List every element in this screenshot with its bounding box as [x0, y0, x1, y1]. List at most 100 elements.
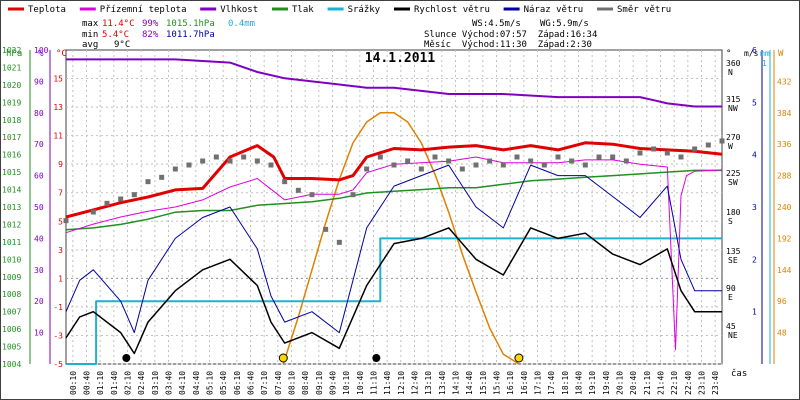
wind-axis-label: m/s — [744, 49, 759, 58]
x-tick-label: 15:10 — [479, 371, 488, 395]
pressure-tick: 1016 — [2, 151, 21, 160]
pressure-tick: 1011 — [2, 238, 21, 247]
x-tick-label: 00:40 — [83, 371, 92, 395]
humidity-tick: 90 — [34, 77, 44, 86]
stat-max-temp: 11.4°C — [102, 19, 135, 29]
stat-wind-gust: WG:5.9m/s — [540, 19, 589, 29]
x-tick-label: 23:40 — [711, 371, 720, 395]
solar-tick: 336 — [777, 140, 792, 149]
pressure-tick: 1012 — [2, 220, 21, 229]
humidity-tick: 80 — [34, 109, 44, 118]
pressure-tick: 1013 — [2, 203, 21, 212]
humidity-tick: 50 — [34, 203, 44, 212]
wind-direction-point — [569, 158, 575, 164]
humidity-tick: 20 — [34, 297, 44, 306]
stat-min-press: 1011.7hPa — [166, 30, 215, 40]
stat-avg-label: avg — [82, 40, 98, 50]
wind-direction-point — [90, 209, 96, 215]
legend-label: Teplota — [28, 5, 66, 15]
legend-label: Srážky — [348, 5, 381, 15]
pressure-tick: 1018 — [2, 116, 21, 125]
wind-tick: 1 — [752, 308, 757, 317]
x-tick-label: 08:10 — [288, 371, 297, 395]
wind-direction-point — [692, 146, 698, 152]
x-tick-label: 06:10 — [233, 371, 242, 395]
wind-direction-point — [309, 192, 315, 198]
x-tick-label: 03:40 — [165, 371, 174, 395]
x-tick-label: 18:10 — [561, 371, 570, 395]
x-tick-label: 11:10 — [370, 371, 379, 395]
x-tick-label: 00:10 — [69, 371, 78, 395]
direction-tick: 270 — [726, 133, 741, 142]
legend-label: Tlak — [292, 5, 314, 15]
direction-tick-compass: E — [728, 293, 733, 302]
legend-label: Náraz větru — [524, 5, 584, 15]
humidity-tick: 30 — [34, 266, 44, 275]
x-tick-label: 01:40 — [110, 371, 119, 395]
wind-direction-point — [651, 146, 657, 152]
temperature-tick: 1 — [58, 274, 63, 283]
x-axis-label: čas — [731, 368, 747, 379]
direction-tick: 90 — [726, 284, 736, 293]
temperature-tick: -5 — [53, 360, 63, 369]
direction-tick: 315 — [726, 95, 741, 104]
series-layer — [63, 58, 725, 365]
humidity-tick: 10 — [34, 329, 44, 338]
wind-direction-point — [418, 166, 424, 172]
wind-direction-point — [268, 162, 274, 168]
x-tick-label: 09:10 — [315, 371, 324, 395]
humidity-tick: 100 — [34, 46, 49, 55]
rain-tick: 1 — [762, 59, 767, 68]
plot-frame — [65, 49, 723, 365]
pressure-tick: 1005 — [2, 343, 21, 352]
series-naraz-vetru-line — [65, 164, 722, 334]
wind-direction-point — [432, 154, 438, 160]
x-tick-label: 07:10 — [260, 371, 269, 395]
x-tick-label: 03:10 — [151, 371, 160, 395]
pressure-tick: 1015 — [2, 168, 21, 177]
x-tick-label: 17:10 — [534, 371, 543, 395]
wind-direction-point — [200, 158, 206, 164]
wind-direction-point — [118, 196, 124, 202]
direction-tick: 45 — [726, 322, 736, 331]
wind-direction-point — [172, 166, 178, 172]
temperature-tick: 9 — [58, 160, 63, 169]
wind-direction-point — [623, 158, 629, 164]
stat-max-hum: 99% — [142, 19, 159, 29]
direction-tick-compass: SE — [728, 256, 738, 265]
wind-direction-point — [350, 192, 356, 198]
temperature-tick: -1 — [53, 303, 63, 312]
wind-direction-point — [254, 158, 260, 164]
x-tick-label: 11:40 — [383, 371, 392, 395]
stat-min-hum: 82% — [142, 30, 159, 40]
wind-direction-point — [500, 162, 506, 168]
axes-layer: 00:10 00:40 01:10 01:40 02:10 02:40 03:10 03:40… — [2, 46, 792, 395]
x-tick-label: 21:40 — [657, 371, 666, 395]
stat-min-temp: 5.4°C — [102, 30, 129, 40]
direction-tick-compass: SW — [728, 178, 738, 187]
series-rychlost-vetru-line — [65, 227, 722, 355]
x-tick-label: 06:40 — [247, 371, 256, 395]
wind-direction-point — [282, 179, 288, 185]
x-tick-label: 01:10 — [96, 371, 105, 395]
series-vlhkost-line — [66, 58, 722, 108]
wind-direction-point — [459, 166, 465, 172]
legend-label: Směr větru — [617, 5, 671, 15]
x-tick-label: 12:10 — [397, 371, 406, 395]
x-tick-label: 23:10 — [698, 371, 707, 395]
humidity-tick: 70 — [34, 140, 44, 149]
x-tick-label: 21:10 — [643, 371, 652, 395]
wind-tick: 6 — [752, 46, 757, 55]
moonset-marker — [122, 354, 131, 362]
temperature-tick: 11 — [53, 132, 63, 141]
x-tick-label: 19:10 — [588, 371, 597, 395]
series-teplota-line — [65, 141, 723, 219]
pressure-tick: 1022 — [2, 46, 21, 55]
wind-direction-point — [227, 158, 233, 164]
wind-direction-point — [719, 138, 725, 144]
x-tick-label: 19:40 — [602, 371, 611, 395]
stat-sun: Slunce Východ:07:57 Západ:16:34 — [424, 30, 597, 40]
x-tick-label: 16:10 — [506, 371, 515, 395]
solar-tick: 384 — [777, 109, 792, 118]
legend-label: Rychlost větru — [414, 5, 490, 15]
